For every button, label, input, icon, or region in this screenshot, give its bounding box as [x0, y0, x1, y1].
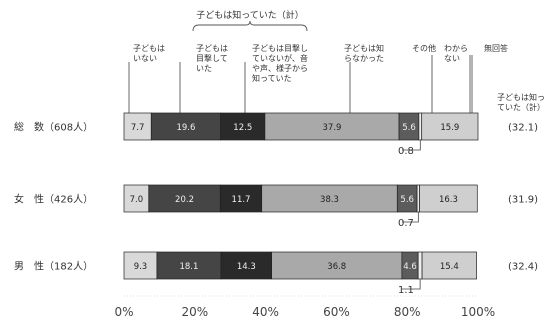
group-total: (31.9) — [508, 195, 538, 206]
group-total: (32.1) — [508, 123, 538, 134]
callout-leader-line — [402, 140, 421, 151]
callout-leader-line — [402, 279, 421, 290]
group-bracket-label: 子どもは知っていた（計） — [196, 9, 304, 21]
bar-segment — [123, 251, 158, 280]
bar-segment — [261, 184, 398, 213]
data-label: 20.2 — [175, 195, 194, 205]
row-labels: 総 数（608人） (32.1) 0.8 女 性（426人） (31.9) 0.7 男 性（… — [14, 121, 538, 297]
total-column-header: 子どもは知っ — [497, 92, 545, 102]
group-total: (32.4) — [508, 262, 538, 273]
series-label-3: らなかった — [344, 54, 384, 63]
data-label: 12.5 — [233, 123, 252, 133]
bars: 7.7 19.6 12.5 37.9 5.6 15.9 7.0 20.2 11.7 38.3 5.6… — [123, 112, 479, 280]
bar-segment — [220, 112, 266, 141]
data-label: 11.7 — [232, 195, 251, 205]
series-label-5: ない — [444, 54, 460, 63]
data-label: 15.4 — [440, 262, 459, 272]
bar-segment — [123, 184, 150, 213]
data-label: 15.9 — [440, 123, 459, 133]
x-tick-label: 20% — [181, 305, 208, 319]
callout-label: 0.8 — [398, 146, 414, 157]
bar-segment — [264, 112, 400, 141]
data-label: 19.6 — [176, 123, 195, 133]
x-tick-label: 80% — [394, 305, 421, 319]
x-tick-label: 60% — [323, 305, 350, 319]
bar-segment — [417, 251, 423, 280]
bar-segment — [148, 184, 221, 213]
callout-leader-line — [402, 212, 419, 223]
series-label-3: 子どもは知 — [344, 43, 384, 53]
x-tick-label: 40% — [252, 305, 279, 319]
category-label: 女 性（426人） — [14, 193, 93, 206]
data-label: 18.1 — [179, 262, 198, 272]
data-label: 38.3 — [320, 195, 339, 205]
bar-segment — [150, 112, 221, 141]
bar-segment — [220, 251, 272, 280]
series-label-6: 無回答 — [484, 43, 508, 53]
series-label-0: いない — [133, 54, 157, 63]
data-label: 5.6 — [402, 123, 416, 133]
bar-segment — [416, 184, 420, 213]
bar-segment — [418, 112, 423, 141]
total-column-header: ていた（計） — [497, 102, 545, 112]
bar-segment — [421, 112, 479, 141]
data-label: 4.6 — [403, 262, 417, 272]
category-label: 男 性（182人） — [14, 260, 93, 273]
category-label: 総 数（608人） — [14, 121, 93, 134]
data-label: 5.6 — [400, 195, 414, 205]
series-label-2: 子どもは目撃し — [252, 43, 308, 53]
data-label: 9.3 — [134, 262, 148, 272]
data-label: 37.9 — [323, 123, 342, 133]
bar-segment — [419, 184, 478, 213]
series-label-1: いた — [196, 64, 212, 73]
data-label: 14.3 — [237, 262, 256, 272]
data-label: 16.3 — [439, 195, 458, 205]
series-label-1: 目撃して — [196, 53, 228, 63]
series-label-2: や声、様子から — [252, 63, 308, 73]
x-axis: 0% 20% 40% 60% 80% 100% — [114, 295, 495, 319]
legend-header: 子どもは知っていた（計）子どもはいない子どもは目撃していた子どもは目撃していない… — [128, 9, 545, 113]
series-label-2: 知っていた — [252, 73, 292, 83]
callout-label: 1.1 — [398, 285, 414, 296]
x-tick-label: 100% — [461, 305, 495, 319]
bar-segment — [421, 251, 477, 280]
callout-label: 0.7 — [398, 218, 414, 229]
series-label-2: ていないが、音 — [252, 53, 308, 63]
series-label-5: わから — [444, 44, 468, 53]
series-label-4: その他 — [412, 43, 436, 53]
x-tick-label: 0% — [114, 305, 133, 319]
group-bracket — [192, 20, 308, 32]
data-label: 7.0 — [130, 195, 144, 205]
bar-segment — [219, 184, 263, 213]
series-label-0: 子どもは — [133, 44, 165, 53]
bar-segment — [123, 112, 152, 141]
data-label: 7.7 — [131, 123, 145, 133]
series-label-1: 子どもは — [196, 44, 228, 53]
bar-segment — [271, 251, 403, 280]
data-label: 36.8 — [327, 262, 346, 272]
